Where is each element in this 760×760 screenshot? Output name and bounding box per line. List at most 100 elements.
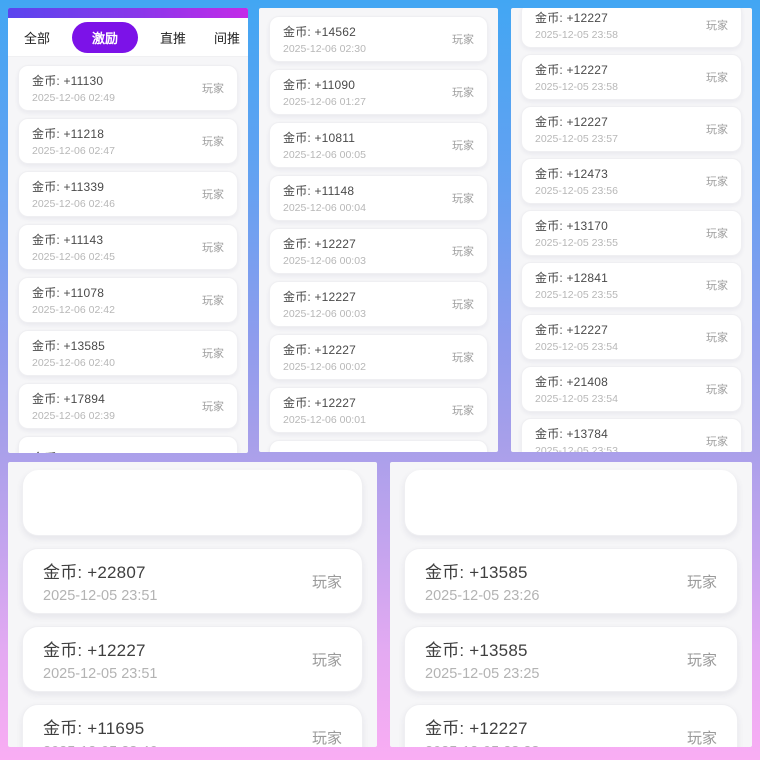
coin-amount: 金币: +10811 <box>283 131 356 145</box>
reward-list-item: 金币: +11148 2025-12-06 00:04 玩家 <box>269 175 488 221</box>
reward-list-item: 金币: +14562 2025-12-06 02:30 玩家 <box>269 16 488 62</box>
player-tag: 玩家 <box>452 352 474 364</box>
coin-amount: 金币: +13784 <box>535 427 609 441</box>
coin-amount: 金币: +17894 <box>32 392 106 406</box>
timestamp: 2025-12-05 23:54 <box>535 341 618 353</box>
timestamp: 2025-12-06 01:27 <box>283 96 366 108</box>
player-tag: 玩家 <box>202 189 224 201</box>
coin-amount: 金币: +11148 <box>283 184 355 198</box>
coin-amount: 金币: +11090 <box>283 78 356 92</box>
timestamp: 2025-12-06 02:47 <box>32 145 115 157</box>
timestamp: 2025-12-05 23:51 <box>43 666 158 682</box>
player-tag: 玩家 <box>202 83 224 95</box>
timestamp: 2025-12-05 23:58 <box>535 81 618 93</box>
coin-amount: 金币: +12227 <box>283 237 357 251</box>
player-tag: 玩家 <box>706 20 728 32</box>
reward-list[interactable]: 金币: +14562 2025-12-06 02:30 玩家金币: +11090 20… <box>259 8 498 452</box>
timestamp: 2025-12-05 23:25 <box>425 666 540 682</box>
tab-3[interactable]: 直推 <box>160 30 187 46</box>
reward-list-item: 金币: +12227 2025-12-05 23:57 玩家 <box>521 106 742 152</box>
timestamp: 2025-12-06 00:03 <box>283 308 366 320</box>
player-tag: 玩家 <box>202 136 224 148</box>
timestamp: 2025-12-05 23:57 <box>535 133 618 145</box>
coin-amount: 金币: +12227 <box>43 641 146 660</box>
reward-list-item: 金币: +12841 2025-12-05 23:55 玩家 <box>521 262 742 308</box>
player-tag: 玩家 <box>706 280 728 292</box>
player-tag: 玩家 <box>706 124 728 136</box>
coin-amount: 金币: +12473 <box>535 167 609 181</box>
tab-bar: 全部激励直推间推佣 <box>8 18 248 57</box>
coin-amount: 金币: +21408 <box>535 375 609 389</box>
player-tag: 玩家 <box>686 573 717 591</box>
player-tag: 玩家 <box>311 651 342 669</box>
reward-list-item: 金币: +12227 2025-12-06 00:03 玩家 <box>269 228 488 274</box>
timestamp: 2025-12-05 23:23 <box>425 744 540 747</box>
reward-list-item: 金币: +11695 2025-12-05 23:46 玩家 <box>22 704 363 747</box>
player-tag: 玩家 <box>706 332 728 344</box>
timestamp: 2025-12-05 23:46 <box>43 744 158 747</box>
coin-amount: 金币: +13585 <box>425 563 528 582</box>
timestamp: 2025-12-05 23:55 <box>535 237 618 249</box>
reward-list-item: 金币: +11130 2025-12-06 02:49 玩家 <box>18 65 238 111</box>
player-tag: 玩家 <box>706 176 728 188</box>
gradient-progress-bar <box>8 8 248 18</box>
reward-list-item: 金币: +12227 2025-12-06 00:01 玩家 <box>269 387 488 433</box>
player-tag: 玩家 <box>311 729 342 747</box>
coin-amount: 金币: +11078 <box>32 286 105 300</box>
player-tag: 玩家 <box>686 729 717 747</box>
player-tag: 玩家 <box>202 295 224 307</box>
player-tag: 玩家 <box>202 348 224 360</box>
reward-list[interactable]: 金币: +22807 2025-12-05 23:51 玩家 金币: +12227 20… <box>8 462 377 747</box>
reward-list-item: 金币: +11339 2025-12-06 02:46 玩家 <box>18 171 238 217</box>
reward-list[interactable]: 金币: +12227 2025-12-05 23:58 玩家 金币: +12227 20… <box>511 8 752 452</box>
coin-amount: 金币: +12227 <box>535 115 609 129</box>
coin-amount: 金币: +11218 <box>32 127 105 141</box>
player-tag: 玩家 <box>202 242 224 254</box>
timestamp: 2025-12-06 00:02 <box>283 361 366 373</box>
coin-amount: 金币: +13596 <box>32 449 105 453</box>
player-tag: 玩家 <box>452 34 474 46</box>
reward-list[interactable]: 金币: +13585 2025-12-05 23:26 玩家 金币: +13585 20… <box>390 462 752 747</box>
player-tag: 玩家 <box>452 193 474 205</box>
tab-2[interactable]: 激励 <box>72 21 139 53</box>
reward-list-item: 金币: +12473 2025-12-05 23:56 玩家 <box>521 158 742 204</box>
timestamp: 2025-12-05 23:55 <box>535 289 618 301</box>
player-tag: 玩家 <box>706 228 728 240</box>
reward-list-item: 金币: +12227 2025-12-05 23:54 玩家 <box>521 314 742 360</box>
reward-list-item: 金币: +11090 2025-12-06 01:27 玩家 <box>269 69 488 115</box>
reward-list-item: 金币: +12227 2025-12-06 00:03 玩家 <box>269 281 488 327</box>
timestamp: 2025-12-06 00:01 <box>283 414 366 426</box>
coin-amount: 金币: +12227 <box>425 719 528 738</box>
tab-4[interactable]: 间推 <box>214 30 241 46</box>
reward-list-item: 金币: +13585 2025-12-05 23:26 玩家 <box>404 548 738 614</box>
timestamp: 2025-12-06 02:42 <box>32 304 115 316</box>
coin-amount: 金币: +11143 <box>32 233 104 247</box>
timestamp: 2025-12-06 00:03 <box>283 255 366 267</box>
reward-list-item: 金币: +11078 2025-12-06 02:42 玩家 <box>18 277 238 323</box>
reward-list-item: 金币: +13170 2025-12-05 23:55 玩家 <box>521 210 742 256</box>
coin-amount: 金币: +13585 <box>32 339 106 353</box>
reward-list-item: 金币: +17894 2025-12-06 02:39 玩家 <box>18 383 238 429</box>
timestamp: 2025-12-05 23:51 <box>43 588 158 604</box>
screenshot-panel-bottom-left: 金币: +22807 2025-12-05 23:51 玩家 金币: +12227 20… <box>8 462 377 747</box>
timestamp: 2025-12-06 00:05 <box>283 149 366 161</box>
reward-list-item: 金币: +13585 2025-12-05 23:25 玩家 <box>404 626 738 692</box>
player-tag: 玩家 <box>452 299 474 311</box>
reward-list-item: 金币: +11218 2025-12-06 02:47 玩家 <box>18 118 238 164</box>
tab-1[interactable]: 全部 <box>24 30 51 46</box>
timestamp: 2025-12-06 02:46 <box>32 198 115 210</box>
reward-list-item: 金币: +13784 2025-12-05 23:53 玩家 <box>521 418 742 452</box>
player-tag: 玩家 <box>452 405 474 417</box>
reward-list-item: 金币: +12227 2025-12-05 23:23 玩家 <box>404 704 738 747</box>
coin-amount: 金币: +13585 <box>425 641 528 660</box>
timestamp: 2025-12-06 00:04 <box>283 202 366 214</box>
reward-list-item: 金币: +12227 2025-12-06 00:02 玩家 <box>269 334 488 380</box>
timestamp: 2025-12-05 23:26 <box>425 588 540 604</box>
reward-list[interactable]: 金币: +11130 2025-12-06 02:49 玩家金币: +11218 20… <box>8 57 248 453</box>
timestamp: 2025-12-05 23:54 <box>535 393 618 405</box>
player-tag: 玩家 <box>202 451 224 453</box>
player-tag: 玩家 <box>202 401 224 413</box>
partial-card-cutoff <box>404 470 738 536</box>
player-tag: 玩家 <box>706 436 728 448</box>
